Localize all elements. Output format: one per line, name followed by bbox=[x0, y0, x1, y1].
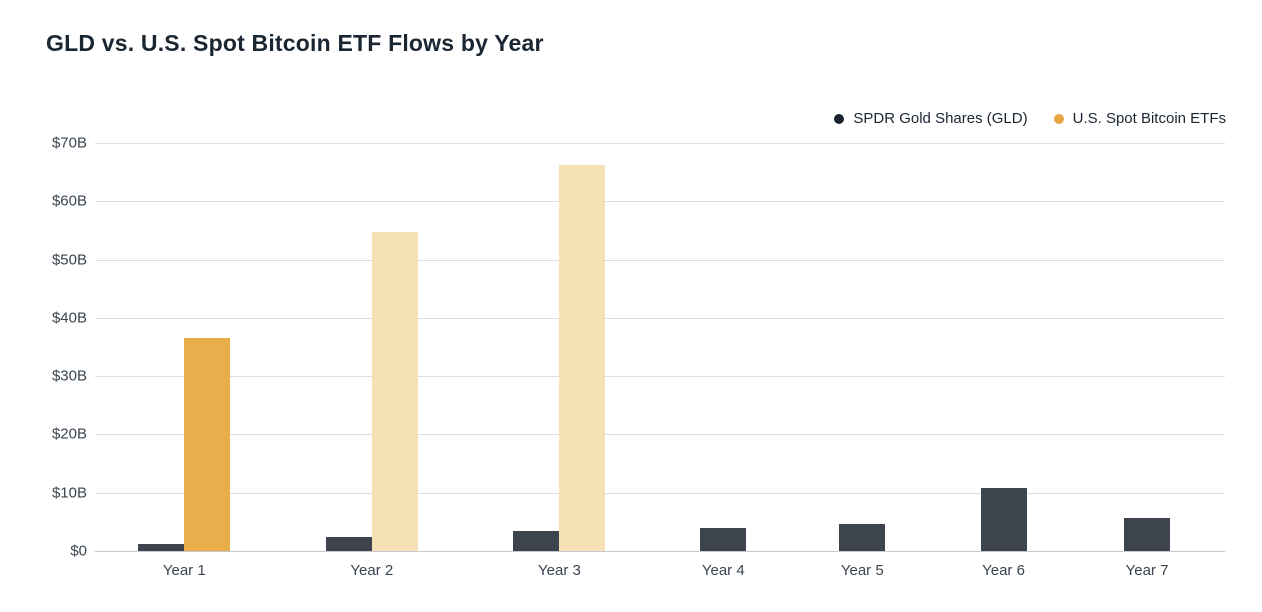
gridline-60 bbox=[95, 201, 1225, 203]
bar-gld-year-2 bbox=[325, 537, 372, 551]
gridline-50 bbox=[95, 259, 1225, 261]
y-axis-label-10: $10B bbox=[51, 484, 87, 502]
bar-bitcoin-year-2 bbox=[371, 232, 418, 551]
gridline-30 bbox=[95, 376, 1225, 378]
bar-gld-year-5 bbox=[839, 524, 886, 551]
bar-gld-year-1 bbox=[138, 544, 185, 551]
legend-item-bitcoin[interactable]: U.S. Spot Bitcoin ETFs bbox=[1053, 110, 1226, 127]
chart-title: GLD vs. U.S. Spot Bitcoin ETF Flows by Y… bbox=[46, 30, 544, 56]
x-axis-label-year-3: Year 3 bbox=[538, 562, 581, 579]
y-axis-label-50: $50B bbox=[51, 251, 87, 269]
x-axis-label-year-5: Year 5 bbox=[840, 562, 884, 579]
plot-area: $70B $60B $50B $40B $30B $20B $10B $0 Year 1 Year… bbox=[52, 135, 1225, 579]
bar-bitcoin-year-1 bbox=[184, 338, 231, 551]
gridline-70 bbox=[95, 143, 1225, 144]
gridline-20 bbox=[95, 434, 1225, 436]
legend-item-gld[interactable]: SPDR Gold Shares (GLD) bbox=[834, 110, 1028, 127]
bar-bitcoin-year-3 bbox=[559, 165, 606, 551]
x-axis-label-year-1: Year 1 bbox=[162, 562, 206, 579]
bitcoin-series-dot-icon bbox=[1053, 113, 1064, 124]
bar-gld-year-4 bbox=[700, 527, 747, 551]
bar-gld-year-7 bbox=[1124, 518, 1171, 551]
bar-gld-year-6 bbox=[980, 488, 1027, 551]
y-axis-label-30: $30B bbox=[51, 367, 87, 385]
x-axis-label-year-7: Year 7 bbox=[1125, 562, 1169, 579]
x-axis-label-year-4: Year 4 bbox=[701, 562, 745, 579]
x-axis-label-year-6: Year 6 bbox=[982, 562, 1025, 579]
y-axis-label-60: $60B bbox=[51, 192, 87, 210]
x-axis-label-year-2: Year 2 bbox=[350, 562, 394, 579]
y-axis-label-0: $0 bbox=[70, 542, 87, 560]
legend: SPDR Gold Shares (GLD) U.S. Spot Bitcoin… bbox=[834, 110, 1226, 127]
y-axis-label-70: $70B bbox=[51, 134, 87, 152]
bar-gld-year-3 bbox=[513, 530, 560, 551]
gld-series-dot-icon bbox=[834, 113, 845, 124]
gridline-40 bbox=[95, 317, 1225, 319]
legend-label-bitcoin: U.S. Spot Bitcoin ETFs bbox=[1072, 110, 1226, 127]
gridline-10 bbox=[95, 492, 1225, 494]
y-axis-label-20: $20B bbox=[51, 425, 87, 443]
legend-label-gld: SPDR Gold Shares (GLD) bbox=[853, 110, 1028, 127]
y-axis-label-40: $40B bbox=[51, 309, 87, 327]
